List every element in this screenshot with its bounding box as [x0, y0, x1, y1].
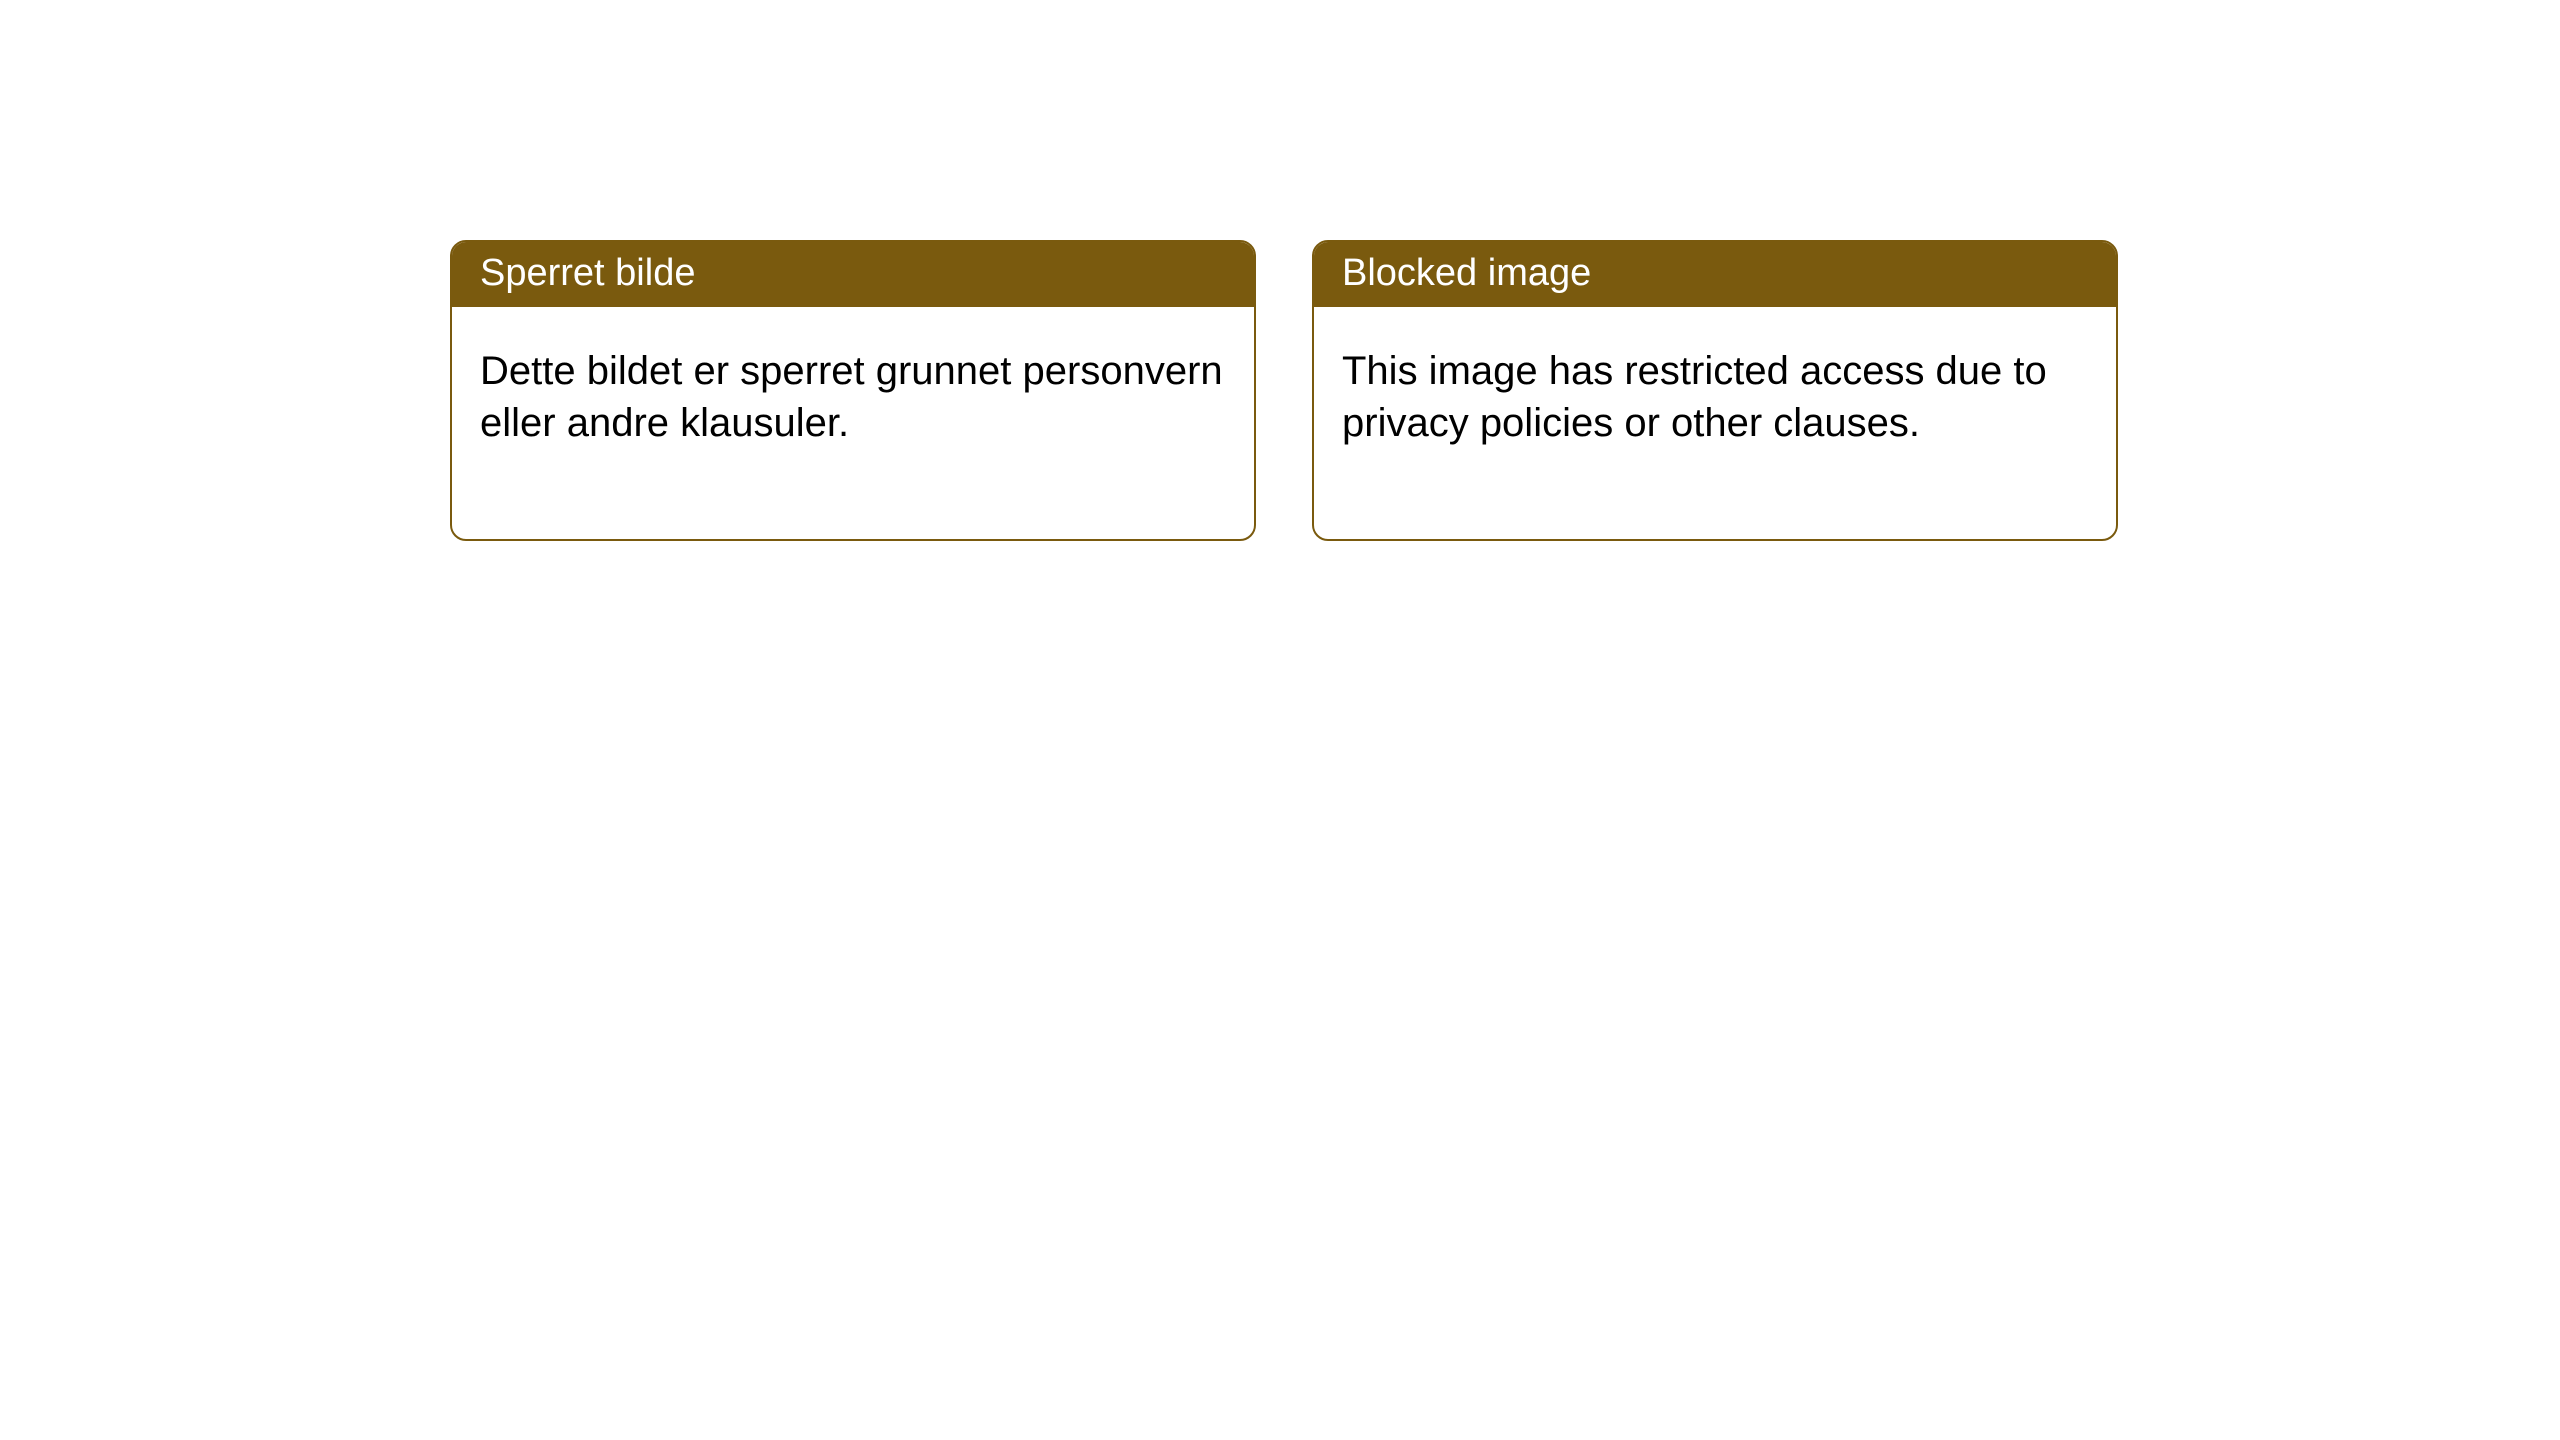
notice-header-nb: Sperret bilde [452, 242, 1254, 307]
notice-header-en: Blocked image [1314, 242, 2116, 307]
notice-container: Sperret bilde Dette bildet er sperret gr… [0, 0, 2560, 541]
notice-body-nb: Dette bildet er sperret grunnet personve… [452, 307, 1254, 539]
notice-body-en: This image has restricted access due to … [1314, 307, 2116, 539]
notice-card-en: Blocked image This image has restricted … [1312, 240, 2118, 541]
notice-card-nb: Sperret bilde Dette bildet er sperret gr… [450, 240, 1256, 541]
